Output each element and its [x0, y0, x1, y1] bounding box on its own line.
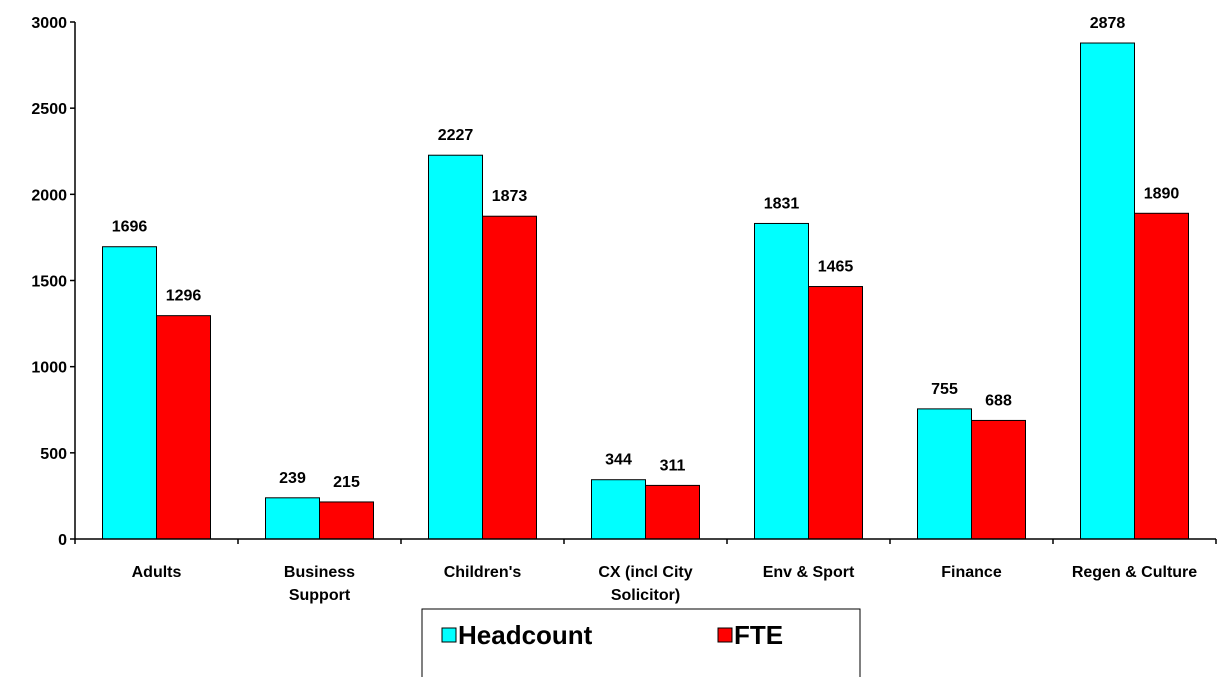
- legend-swatch: [717, 627, 733, 643]
- value-label: 1890: [1144, 185, 1180, 202]
- value-label: 755: [931, 381, 958, 398]
- bar: [482, 215, 537, 540]
- value-label: 344: [605, 452, 632, 469]
- x-tick-label: Business Support: [284, 564, 355, 604]
- y-tick-label: 2500: [31, 101, 67, 118]
- legend-swatch: [441, 627, 457, 643]
- y-tick-label: 1000: [31, 360, 67, 377]
- bar: [591, 479, 646, 540]
- bar: [265, 497, 320, 540]
- value-label: 311: [660, 457, 686, 474]
- y-tick-label: 500: [40, 446, 67, 463]
- value-label: 2227: [438, 127, 474, 144]
- x-tick-label: Env & Sport: [763, 564, 855, 581]
- value-label: 1831: [764, 195, 800, 212]
- bar: [102, 246, 157, 540]
- bar: [1080, 42, 1135, 540]
- bar: [917, 408, 972, 540]
- x-tick-label: Regen & Culture: [1072, 564, 1197, 581]
- value-label: 1873: [492, 188, 528, 205]
- bar: [1134, 212, 1189, 540]
- x-tick-label: Children's: [444, 564, 522, 581]
- x-tick-label: Finance: [941, 564, 1002, 581]
- bar: [971, 419, 1026, 540]
- value-label: 215: [333, 474, 360, 491]
- value-label: 1296: [166, 288, 202, 305]
- y-tick-label: 3000: [31, 15, 67, 32]
- value-label: 1696: [112, 219, 148, 236]
- bar: [428, 154, 483, 540]
- value-label: 239: [279, 470, 306, 487]
- bar: [645, 484, 700, 540]
- bar: [156, 315, 211, 540]
- y-tick-label: 0: [58, 532, 67, 549]
- value-label: 1465: [818, 259, 854, 276]
- legend-box: [421, 608, 861, 677]
- y-tick-label: 2000: [31, 187, 67, 204]
- y-tick-label: 1500: [31, 274, 67, 291]
- value-label: 688: [985, 392, 1012, 409]
- bar: [808, 286, 863, 540]
- bar: [754, 222, 809, 540]
- x-tick-label: CX (incl City Solicitor): [598, 564, 692, 604]
- legend-label: FTE: [734, 620, 783, 650]
- x-tick-label: Adults: [132, 564, 182, 581]
- value-label: 2878: [1090, 15, 1126, 32]
- bar: [319, 501, 374, 540]
- legend-label: Headcount: [458, 620, 593, 650]
